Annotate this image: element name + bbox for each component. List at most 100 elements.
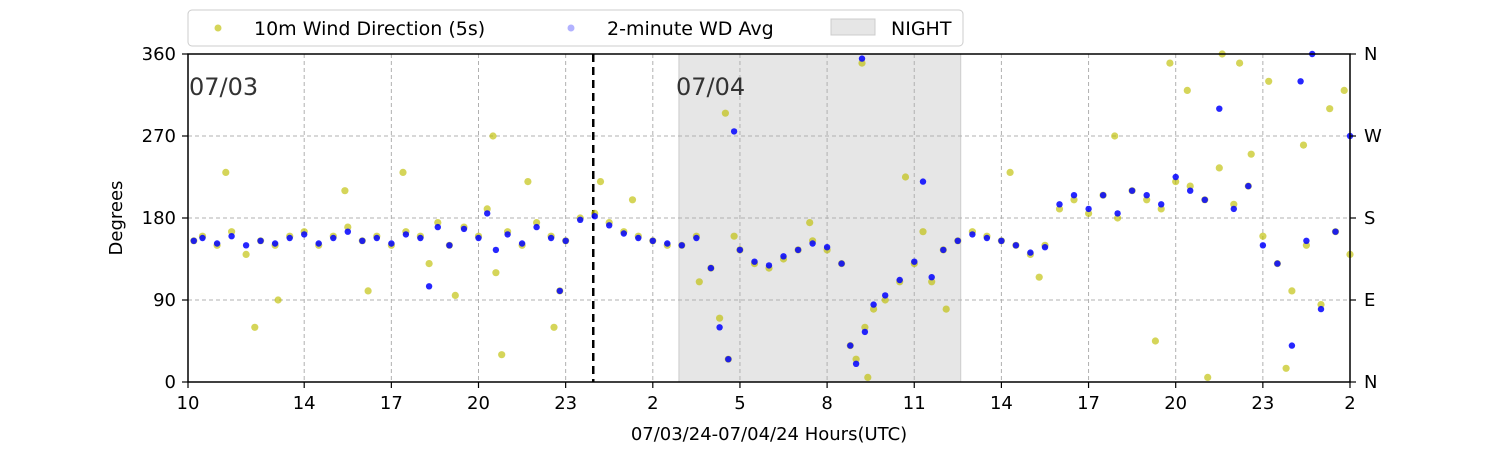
x-axis-label: 07/03/24-07/04/24 Hours(UTC) [631,424,907,445]
x-tick-label: 17 [1077,393,1100,414]
data-point [1299,141,1308,149]
data-point [864,373,872,381]
data-point [556,287,563,295]
data-point [1317,305,1325,313]
date-label: 07/04 [676,73,745,101]
data-point [1317,301,1325,309]
data-point [765,262,773,269]
x-tick-label: 20 [467,393,490,414]
data-point [919,178,927,185]
data-point [1216,105,1223,112]
data-point [649,237,656,244]
data-point [870,301,877,308]
data-point [1027,249,1034,256]
legend-night-swatch [830,18,876,36]
legend-marker [567,24,575,32]
data-point [1245,182,1252,190]
data-point [242,250,250,258]
legend-label: 10m Wind Direction (5s) [254,18,485,40]
data-point [693,234,700,242]
data-point [1111,132,1119,140]
data-point [1056,201,1063,208]
right-y-tick-label: N [1364,372,1377,393]
data-point [620,230,627,237]
y-tick-label: 0 [165,372,176,393]
data-point [716,324,723,331]
data-point [1303,237,1310,244]
data-point [446,242,453,249]
data-point [425,283,433,290]
data-point [434,223,441,231]
data-point [870,305,878,313]
data-point [1288,287,1296,295]
y-tick-label: 90 [153,290,176,311]
data-point [1114,214,1122,222]
data-point [919,228,927,236]
data-point [1172,173,1179,181]
series-wd-avg [190,50,1354,367]
data-point [1302,241,1310,249]
data-point [596,178,605,186]
data-point [847,342,854,349]
data-points-layer [190,50,1354,381]
data-point [1157,205,1165,213]
data-point [190,237,197,244]
data-point [1230,205,1238,213]
data-point [1186,182,1194,190]
data-point [251,323,259,331]
data-point [911,258,918,265]
data-point [852,360,860,367]
data-point [344,223,352,231]
data-point [344,228,351,235]
data-point [213,240,221,247]
data-point [940,246,947,254]
date-labels: 07/03 07/04 [189,73,745,101]
data-point [533,223,540,231]
data-point [1085,205,1092,213]
data-point [475,234,482,242]
data-point [341,187,349,195]
data-point [1006,168,1014,176]
data-point [484,210,491,217]
data-point [1166,59,1174,67]
data-point [364,287,372,295]
data-point [228,228,236,236]
data-point [954,237,961,244]
data-point [591,213,598,220]
data-point [1288,342,1296,349]
data-point [1158,201,1165,208]
data-point [998,237,1005,244]
x-tick-label: 8 [821,393,832,414]
data-point [1012,242,1020,249]
data-point [1204,373,1212,381]
data-point [1236,59,1244,67]
right-y-tick-label: S [1364,208,1375,229]
legend-box [187,9,964,47]
data-point [460,225,468,233]
data-point [1143,192,1150,199]
data-point [896,276,903,284]
data-point [1230,200,1238,208]
data-point [858,55,866,62]
data-point [286,234,293,242]
data-point [730,128,738,135]
data-point [373,234,380,242]
right-y-tick-label: E [1364,290,1375,311]
data-point [1259,232,1267,240]
data-point [823,244,831,251]
data-point [434,219,442,227]
data-point [794,246,802,254]
data-point [928,278,936,286]
data-point [402,231,410,238]
data-point [388,240,395,247]
data-point [330,234,337,242]
right-y-tick-label: N [1364,44,1377,65]
data-point [301,231,308,238]
data-point [417,234,424,242]
data-point [969,231,976,238]
data-point [1070,196,1078,204]
data-point [725,356,732,363]
data-point [271,240,279,247]
x-tick-label: 14 [990,393,1013,414]
